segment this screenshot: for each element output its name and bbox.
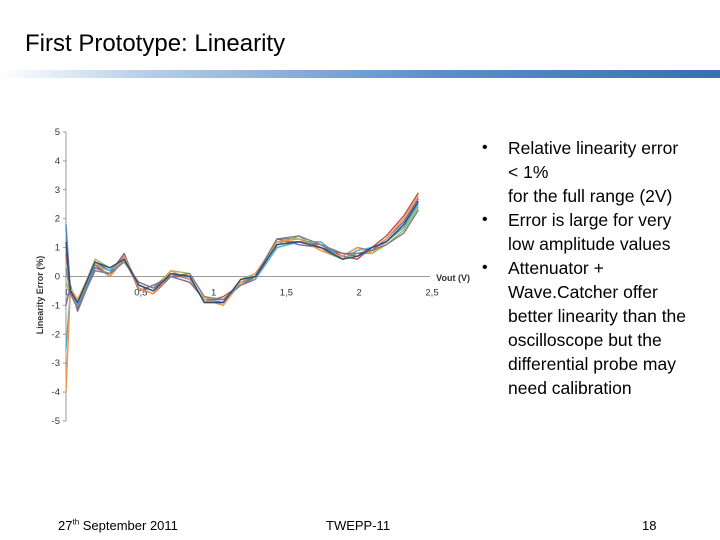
y-tick-label: 5: [55, 127, 60, 138]
y-tick-label: -3: [52, 358, 60, 369]
x-tick-label: 0,5: [134, 288, 147, 299]
bullet-line: low amplitude values: [508, 234, 671, 254]
series-line-8: [65, 201, 419, 304]
footer-date-suffix: th: [72, 517, 80, 527]
bullet-line: differential probe may: [508, 354, 676, 374]
y-tick-label: -1: [52, 300, 60, 311]
x-tick-label: 2,5: [425, 288, 438, 299]
y-axis-title: Linearity Error (%): [35, 256, 45, 335]
footer-date: 27th September 2011: [58, 518, 178, 533]
bullet-line: < 1%: [508, 162, 549, 182]
linearity-chart: 0 0,5 1 1,5 2 2,5 5 4 3 2 1 0 -1 -2 -3 -4 -5 Linearity …: [30, 118, 475, 438]
series-lines: [65, 192, 419, 393]
y-tick-label: 4: [55, 156, 60, 167]
y-tick-label: 0: [55, 272, 60, 283]
bullet-line: oscilloscope but the: [508, 330, 662, 350]
series-line-6: [65, 195, 419, 393]
bullet-line: need calibration: [508, 378, 632, 398]
bullet-line: for the full range (2V): [508, 186, 673, 206]
bullet-line: better linearity than the: [508, 306, 687, 326]
footer-conference: TWEPP-11: [326, 518, 391, 533]
series-line-7: [65, 209, 419, 310]
page-number: 18: [642, 518, 657, 533]
y-tick-label: -4: [52, 387, 60, 398]
bullet-line: Wave.Catcher offer: [508, 282, 658, 302]
footer-date-day: 27: [58, 518, 73, 533]
bullet-item: Relative linearity error < 1% for the fu…: [478, 136, 718, 208]
x-axis-title: Vout (V): [436, 273, 470, 283]
x-tick-label: 1,5: [280, 288, 293, 299]
title-divider: [0, 70, 720, 78]
bullet-item: Error is large for very low amplitude va…: [478, 208, 718, 256]
bullet-line: Error is large for very: [508, 210, 672, 230]
y-tick-label: 2: [55, 214, 60, 225]
y-tick-labels: 5 4 3 2 1 0 -1 -2 -3 -4 -5: [52, 127, 66, 427]
bullet-line: Relative linearity error: [508, 138, 679, 158]
y-tick-label: -5: [52, 416, 60, 427]
y-tick-label: 1: [55, 243, 60, 254]
y-tick-label: -2: [52, 329, 60, 340]
slide-title: First Prototype: Linearity: [25, 30, 286, 57]
bullet-item: Attenuator + Wave.Catcher offer better l…: [478, 256, 718, 400]
y-tick-label: 3: [55, 185, 60, 196]
x-tick-label: 1: [211, 288, 216, 299]
bullet-line: Attenuator +: [508, 258, 604, 278]
x-tick-label: 2: [357, 288, 362, 299]
bullet-list: Relative linearity error < 1% for the fu…: [478, 136, 718, 400]
footer-date-rest: September 2011: [79, 518, 178, 533]
